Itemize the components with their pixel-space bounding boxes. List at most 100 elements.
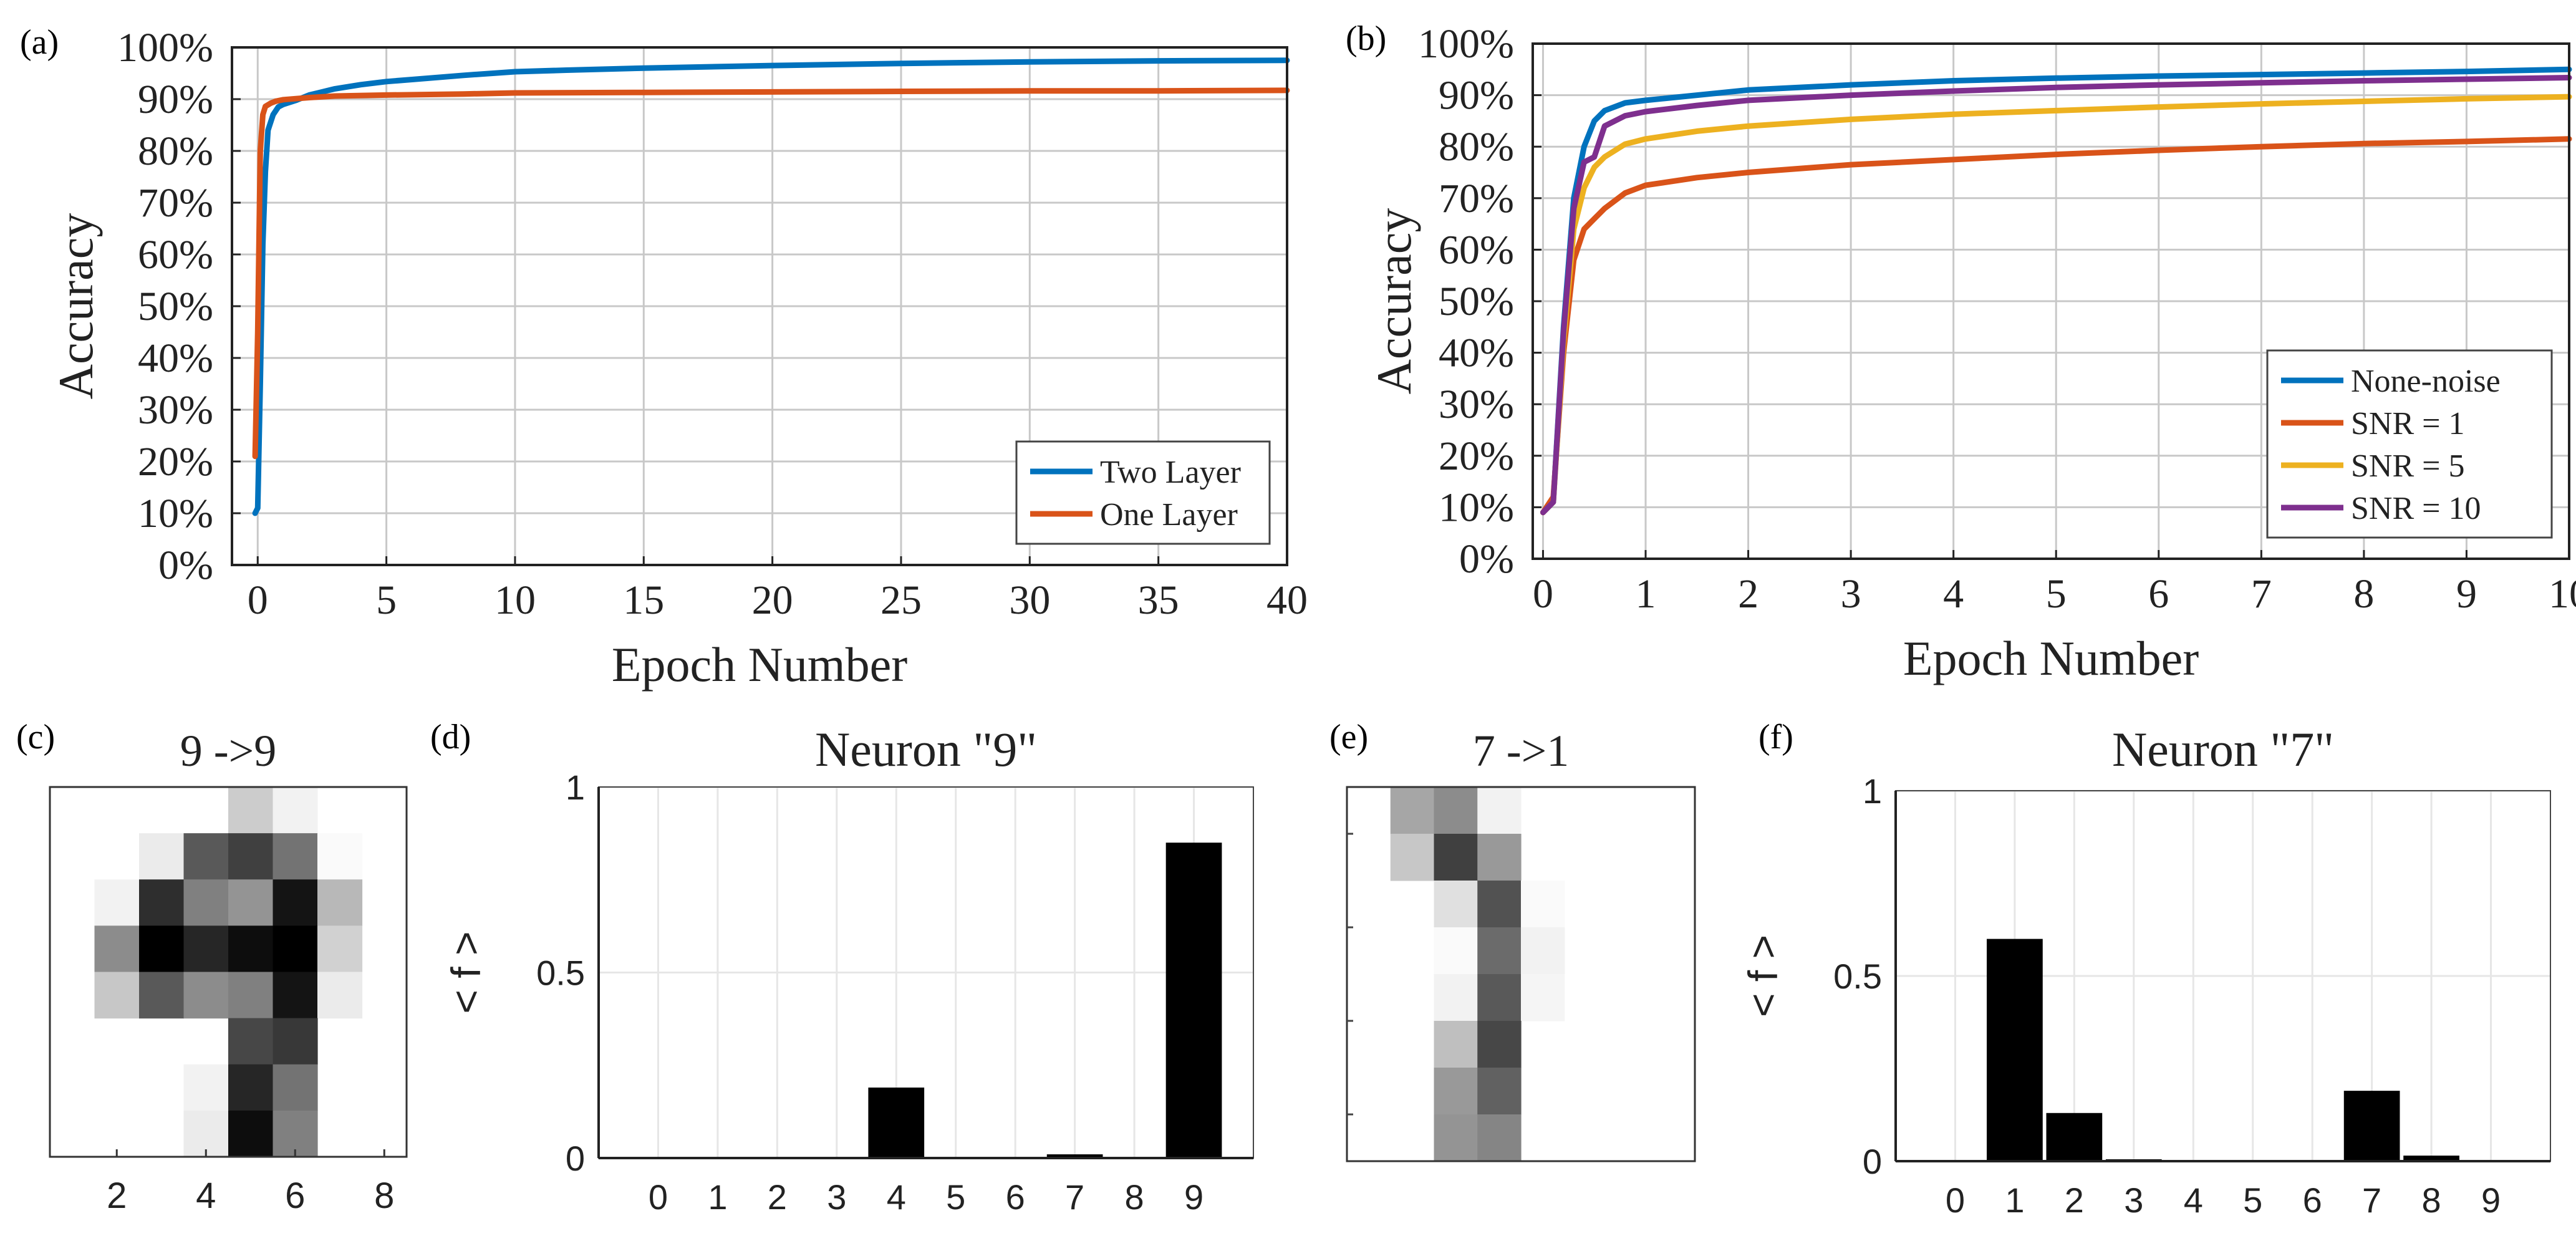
x-tick-label: 10 bbox=[494, 577, 536, 623]
pixel-cell bbox=[94, 925, 140, 973]
pixel-cell bbox=[317, 925, 363, 973]
y-tick-label: 40% bbox=[138, 336, 213, 381]
x-tick-label: 1 bbox=[2005, 1180, 2024, 1220]
y-tick-label: 80% bbox=[1439, 124, 1514, 170]
bar-1 bbox=[1987, 939, 2043, 1161]
pixel-cell bbox=[1434, 1114, 1478, 1162]
y-tick-label: 100% bbox=[117, 25, 213, 70]
y-tick-label: 1 bbox=[566, 768, 585, 807]
panel-title: Neuron "9" bbox=[815, 722, 1037, 776]
pixel-cell bbox=[1521, 974, 1565, 1021]
y-tick-label: 0.5 bbox=[1833, 957, 1882, 996]
pixel-cell bbox=[1390, 834, 1435, 881]
x-tick-label: 3 bbox=[1841, 571, 1861, 617]
pixel-cell bbox=[139, 972, 185, 1019]
x-tick-label: 4 bbox=[196, 1176, 216, 1216]
x-tick-label: 6 bbox=[285, 1176, 305, 1216]
image-frame bbox=[1346, 786, 1696, 1162]
x-tick-label: 9 bbox=[2481, 1180, 2501, 1220]
x-tick-label: 2 bbox=[2065, 1180, 2084, 1220]
panel-label: (b) bbox=[1346, 19, 1386, 58]
panel-title: 7 ->1 bbox=[1473, 726, 1570, 776]
x-tick-label: 3 bbox=[2124, 1180, 2143, 1220]
panel-label: (e) bbox=[1329, 718, 1368, 756]
x-tick-label: 2 bbox=[768, 1177, 787, 1217]
x-tick-label: 30 bbox=[1009, 577, 1050, 623]
x-tick-label: 9 bbox=[1184, 1177, 1204, 1217]
pixel-cell bbox=[317, 879, 363, 926]
bar-7 bbox=[2343, 1091, 2400, 1161]
x-tick-label: 4 bbox=[1943, 571, 1964, 617]
pixel-cell bbox=[1434, 1068, 1478, 1115]
pixel-cell bbox=[1521, 927, 1565, 975]
pixel-cell bbox=[1477, 974, 1522, 1021]
x-axis-label: Epoch Number bbox=[1903, 631, 2199, 685]
series-line-snr-10 bbox=[1540, 75, 2572, 516]
x-tick-label: 6 bbox=[2303, 1180, 2322, 1220]
pixel-cell bbox=[1477, 787, 1522, 834]
x-tick-label: 40 bbox=[1266, 577, 1308, 623]
y-axis-label: Accuracy bbox=[49, 213, 103, 400]
panel-a: (a) 0 5 10 15 20 25 30 35 40 0% 10% 20% 30% 40% 50% 60% 7… bbox=[20, 23, 1308, 692]
pixel-cell bbox=[1434, 974, 1478, 1021]
y-tick-label: 0% bbox=[1459, 536, 1514, 582]
pixel-cell bbox=[228, 1110, 274, 1157]
x-tick-label: 6 bbox=[1006, 1177, 1025, 1217]
pixel-cell bbox=[1390, 787, 1435, 834]
y-tick-label: 10% bbox=[138, 491, 213, 536]
y-axis-label: < f > bbox=[1740, 935, 1786, 1017]
pixel-cell bbox=[1477, 881, 1522, 928]
pixel-cell bbox=[1477, 1068, 1522, 1115]
legend-entry: SNR = 5 bbox=[2351, 448, 2464, 484]
pixel-cell bbox=[94, 972, 140, 1019]
y-tick-label: 70% bbox=[138, 180, 213, 226]
pixel-cell bbox=[183, 1064, 229, 1111]
legend-entry: None-noise bbox=[2351, 364, 2501, 399]
pixel-cell bbox=[1477, 1114, 1522, 1162]
x-tick-label: 15 bbox=[623, 577, 664, 623]
pixel-cell bbox=[317, 972, 363, 1019]
pixel-cell bbox=[273, 1018, 318, 1065]
y-tick-label: 40% bbox=[1439, 331, 1514, 376]
pixel-cell bbox=[273, 787, 318, 834]
y-tick-label: 70% bbox=[1439, 176, 1514, 221]
panel-title: Neuron "7" bbox=[2112, 722, 2334, 776]
y-tick-label: 50% bbox=[1439, 279, 1514, 324]
x-tick-label: 6 bbox=[2148, 571, 2169, 617]
pixel-cell bbox=[228, 879, 274, 926]
y-tick-label: 100% bbox=[1418, 21, 1514, 67]
pixel-cell bbox=[94, 879, 140, 926]
x-tick-label: 5 bbox=[2243, 1180, 2262, 1220]
pixel-cell bbox=[183, 833, 229, 880]
y-tick-label: 90% bbox=[1439, 73, 1514, 118]
series-line-one-layer bbox=[252, 87, 1290, 460]
pixel-cell bbox=[139, 879, 185, 926]
legend-entry: SNR = 1 bbox=[2351, 406, 2464, 442]
x-tick-label: 2 bbox=[1738, 571, 1758, 617]
y-tick-label: 80% bbox=[138, 128, 213, 174]
y-tick-label: 60% bbox=[1439, 227, 1514, 273]
y-tick-label: 0% bbox=[158, 543, 213, 588]
x-tick-label: 25 bbox=[880, 577, 922, 623]
legend-entry: Two Layer bbox=[1100, 455, 1241, 490]
legend-entry: SNR = 10 bbox=[2351, 491, 2481, 526]
pixel-cell bbox=[1477, 1021, 1522, 1068]
x-tick-label: 0 bbox=[649, 1177, 668, 1217]
pixel-cell bbox=[1477, 834, 1522, 881]
x-tick-label: 3 bbox=[827, 1177, 846, 1217]
pixel-cell bbox=[139, 833, 185, 880]
y-tick-label: 0 bbox=[566, 1139, 585, 1178]
x-tick-label: 7 bbox=[1065, 1177, 1084, 1217]
bar-8 bbox=[2403, 1156, 2459, 1161]
x-tick-label: 0 bbox=[248, 577, 268, 623]
x-tick-label: 8 bbox=[2422, 1180, 2441, 1220]
pixel-cell bbox=[228, 972, 274, 1019]
panel-label: (f) bbox=[1758, 718, 1793, 756]
pixel-cell bbox=[317, 833, 363, 880]
pixel-cell bbox=[1434, 1021, 1478, 1068]
y-tick-label: 50% bbox=[138, 284, 213, 329]
pixel-cell bbox=[273, 1064, 318, 1111]
x-tick-label: 35 bbox=[1138, 577, 1179, 623]
y-tick-label: 30% bbox=[1439, 382, 1514, 427]
